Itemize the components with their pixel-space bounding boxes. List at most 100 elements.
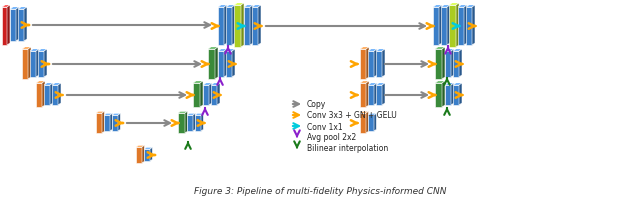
Polygon shape — [226, 6, 235, 8]
Polygon shape — [209, 84, 212, 105]
Polygon shape — [144, 149, 150, 161]
Polygon shape — [250, 6, 253, 46]
Polygon shape — [52, 84, 61, 86]
Polygon shape — [44, 86, 50, 105]
Polygon shape — [38, 52, 44, 78]
Polygon shape — [193, 114, 195, 131]
Polygon shape — [445, 52, 451, 78]
Polygon shape — [193, 84, 200, 107]
Polygon shape — [150, 148, 152, 161]
Polygon shape — [224, 50, 227, 78]
Polygon shape — [30, 52, 36, 78]
Polygon shape — [203, 84, 212, 86]
Polygon shape — [234, 4, 244, 6]
Polygon shape — [234, 6, 241, 48]
Polygon shape — [449, 6, 456, 48]
Polygon shape — [50, 84, 53, 105]
Polygon shape — [453, 86, 459, 105]
Polygon shape — [218, 52, 224, 78]
Polygon shape — [445, 50, 454, 52]
Polygon shape — [22, 48, 31, 50]
Polygon shape — [366, 48, 369, 80]
Polygon shape — [226, 50, 235, 52]
Polygon shape — [360, 48, 369, 50]
Polygon shape — [472, 6, 475, 46]
Polygon shape — [187, 115, 193, 131]
Polygon shape — [453, 84, 462, 86]
Polygon shape — [459, 84, 462, 105]
Polygon shape — [203, 86, 209, 105]
Polygon shape — [185, 112, 188, 133]
Polygon shape — [449, 4, 459, 6]
Text: Figure 3: Pipeline of multi-fidelity Physics-informed CNN: Figure 3: Pipeline of multi-fidelity Phy… — [194, 186, 446, 195]
Text: Conv 3x3 + GN + GELU: Conv 3x3 + GN + GELU — [307, 111, 397, 120]
Polygon shape — [102, 112, 104, 133]
Polygon shape — [360, 113, 366, 133]
Polygon shape — [442, 82, 445, 107]
Polygon shape — [22, 50, 28, 80]
Polygon shape — [36, 50, 39, 78]
Polygon shape — [376, 84, 385, 86]
Polygon shape — [2, 8, 7, 46]
Polygon shape — [36, 84, 42, 107]
Polygon shape — [18, 10, 24, 42]
Polygon shape — [136, 146, 145, 147]
Polygon shape — [466, 8, 472, 46]
Polygon shape — [435, 50, 442, 80]
Polygon shape — [10, 10, 16, 42]
Polygon shape — [44, 84, 53, 86]
Polygon shape — [218, 6, 227, 8]
Polygon shape — [30, 50, 39, 52]
Polygon shape — [458, 6, 467, 8]
Polygon shape — [433, 8, 439, 46]
Polygon shape — [110, 114, 113, 131]
Polygon shape — [16, 8, 19, 42]
Polygon shape — [42, 82, 45, 107]
Polygon shape — [368, 86, 374, 105]
Polygon shape — [360, 82, 369, 84]
Polygon shape — [244, 6, 253, 8]
Polygon shape — [374, 50, 377, 78]
Polygon shape — [360, 112, 369, 113]
Polygon shape — [232, 50, 235, 78]
Polygon shape — [445, 84, 454, 86]
Polygon shape — [435, 48, 445, 50]
Polygon shape — [441, 8, 447, 46]
Polygon shape — [187, 114, 195, 115]
Polygon shape — [200, 82, 203, 107]
Polygon shape — [368, 50, 377, 52]
Polygon shape — [195, 114, 204, 115]
Polygon shape — [226, 8, 232, 46]
Polygon shape — [10, 8, 19, 10]
Polygon shape — [453, 50, 462, 52]
Polygon shape — [360, 50, 366, 80]
Polygon shape — [18, 8, 27, 10]
Polygon shape — [456, 4, 459, 48]
Polygon shape — [142, 146, 145, 163]
Polygon shape — [211, 84, 220, 86]
Polygon shape — [178, 113, 185, 133]
Polygon shape — [226, 52, 232, 78]
Polygon shape — [368, 114, 376, 115]
Polygon shape — [368, 52, 374, 78]
Polygon shape — [466, 6, 475, 8]
Polygon shape — [2, 6, 10, 8]
Polygon shape — [252, 8, 258, 46]
Polygon shape — [366, 112, 369, 133]
Text: Avg pool 2x2: Avg pool 2x2 — [307, 133, 356, 142]
Polygon shape — [52, 86, 58, 105]
Polygon shape — [368, 84, 377, 86]
Polygon shape — [96, 112, 104, 113]
Polygon shape — [218, 50, 227, 52]
Polygon shape — [217, 84, 220, 105]
Polygon shape — [112, 114, 120, 115]
Polygon shape — [376, 50, 385, 52]
Polygon shape — [208, 48, 218, 50]
Polygon shape — [96, 113, 102, 133]
Polygon shape — [201, 114, 204, 131]
Polygon shape — [464, 6, 467, 46]
Polygon shape — [441, 6, 450, 8]
Text: Bilinear interpolation: Bilinear interpolation — [307, 144, 388, 153]
Polygon shape — [447, 6, 450, 46]
Polygon shape — [136, 147, 142, 163]
